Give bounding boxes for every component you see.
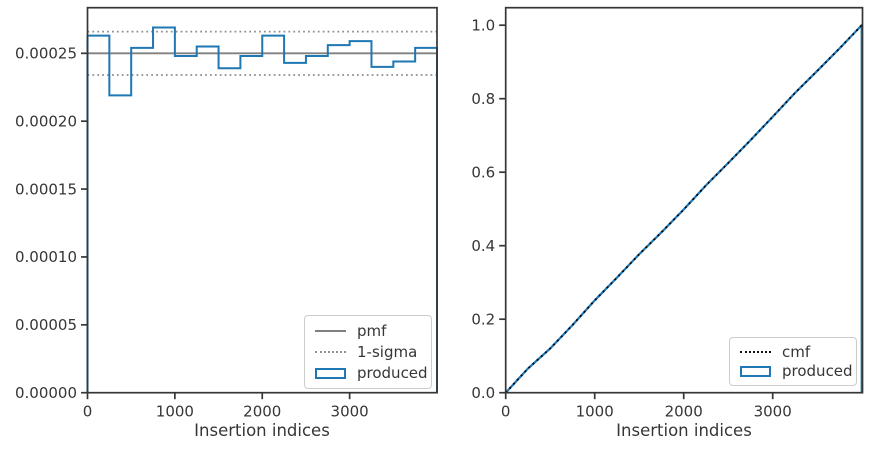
legend-row-produced: produced [315,364,428,382]
legend-right: cmf produced [729,337,857,386]
y-tick-label: 0.6 [471,163,495,181]
produced-step-series [86,26,438,393]
legend-left: pmf 1-sigma produced [304,315,432,389]
x-axis-label-right: Insertion indices [616,421,752,440]
pmf-line-sample-icon [315,330,346,332]
cmf-line-series [505,24,863,394]
legend-row-1-sigma: 1-sigma [315,343,421,361]
cmf-line-sample-icon [740,350,771,353]
y-tick-label: 0.00005 [15,316,77,334]
legend-label-cmf: cmf [782,342,811,361]
legend-label-produced: produced [357,364,428,382]
y-tick-label: 0.8 [471,90,495,108]
y-tick-label: 1.0 [471,16,495,34]
x-tick-label: 2000 [665,403,703,421]
legend-row-pmf: pmf [315,322,421,340]
x-tick-label: 2000 [243,403,281,421]
y-tick-label: 0.00015 [15,180,77,198]
y-tick-label: 0.2 [471,310,495,328]
y-tick-label: 0.00020 [15,112,77,130]
y-tick-label: 0.4 [471,237,495,255]
y-tick-label: 0.00010 [15,248,77,266]
produced-rect-sample-icon [315,367,346,379]
subplot-0: 0 1000 2000 3000 0.00000 0.00005 0.00010 0.0001… [15,6,438,421]
produced-rect-sample-icon [740,365,771,377]
subplot-1: 0 1000 2000 3000 0.0 0.2 0.4 0.6 0.8 1.0 [471,6,864,421]
x-tick-label: 1000 [156,403,194,421]
x-axis-label-left: Insertion indices [194,421,330,440]
legend-label-1-sigma: 1-sigma [357,343,418,361]
x-tick-label: 3000 [754,403,792,421]
legend-label-pmf: pmf [357,322,387,340]
sigma-line-sample-icon [315,351,346,353]
x-tick-label: 1000 [576,403,614,421]
y-tick-label: 0.0 [471,384,495,402]
legend-label-produced-right: produced [782,362,853,381]
y-tick-label: 0.00025 [15,45,77,63]
axes-spines [504,6,864,394]
legend-row-produced-right: produced [740,362,853,380]
legend-row-cmf: cmf [740,343,846,361]
x-tick-label: 3000 [331,403,369,421]
x-tick-label: 0 [501,403,511,421]
x-tick-label: 0 [83,403,93,421]
y-tick-label: 0.00000 [15,384,77,402]
